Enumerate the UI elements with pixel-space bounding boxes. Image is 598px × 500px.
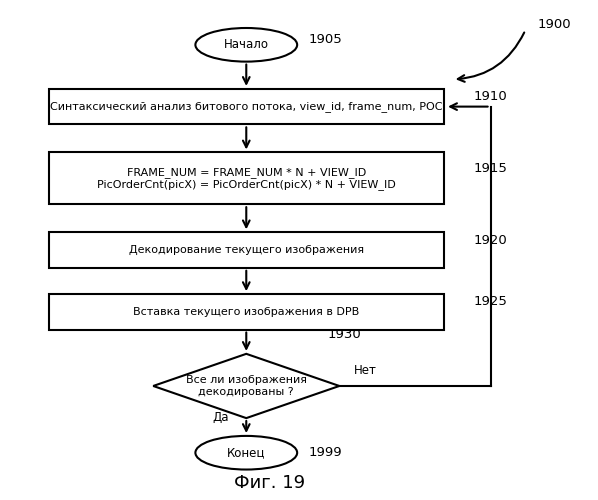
- Text: Начало: Начало: [224, 38, 269, 52]
- Text: 1925: 1925: [473, 296, 507, 308]
- FancyBboxPatch shape: [48, 152, 444, 204]
- Text: 1900: 1900: [537, 18, 570, 30]
- FancyBboxPatch shape: [48, 232, 444, 268]
- Text: Вставка текущего изображения в DPB: Вставка текущего изображения в DPB: [133, 307, 359, 317]
- Text: 1905: 1905: [309, 34, 343, 46]
- Text: Конец: Конец: [227, 446, 266, 459]
- Text: Все ли изображения
декодированы ?: Все ли изображения декодированы ?: [186, 375, 307, 397]
- Ellipse shape: [196, 436, 297, 470]
- Ellipse shape: [196, 28, 297, 62]
- Text: 1920: 1920: [473, 234, 507, 246]
- FancyBboxPatch shape: [48, 89, 444, 124]
- Text: FRAME_NUM = FRAME_NUM * N + VIEW_ID
PicOrderCnt(picX) = PicOrderCnt(picX) * N + : FRAME_NUM = FRAME_NUM * N + VIEW_ID PicO…: [97, 166, 396, 190]
- Text: 1915: 1915: [473, 162, 507, 175]
- Text: 1910: 1910: [473, 90, 507, 103]
- Text: Да: Да: [212, 410, 229, 424]
- Text: 1930: 1930: [328, 328, 361, 340]
- Text: Нет: Нет: [354, 364, 377, 377]
- Text: Синтаксический анализ битового потока, view_id, frame_num, POC: Синтаксический анализ битового потока, v…: [50, 101, 443, 112]
- Text: Декодирование текущего изображения: Декодирование текущего изображения: [129, 245, 364, 255]
- Text: 1999: 1999: [309, 446, 343, 459]
- Text: Фиг. 19: Фиг. 19: [234, 474, 305, 492]
- FancyBboxPatch shape: [48, 294, 444, 330]
- Polygon shape: [153, 354, 339, 418]
